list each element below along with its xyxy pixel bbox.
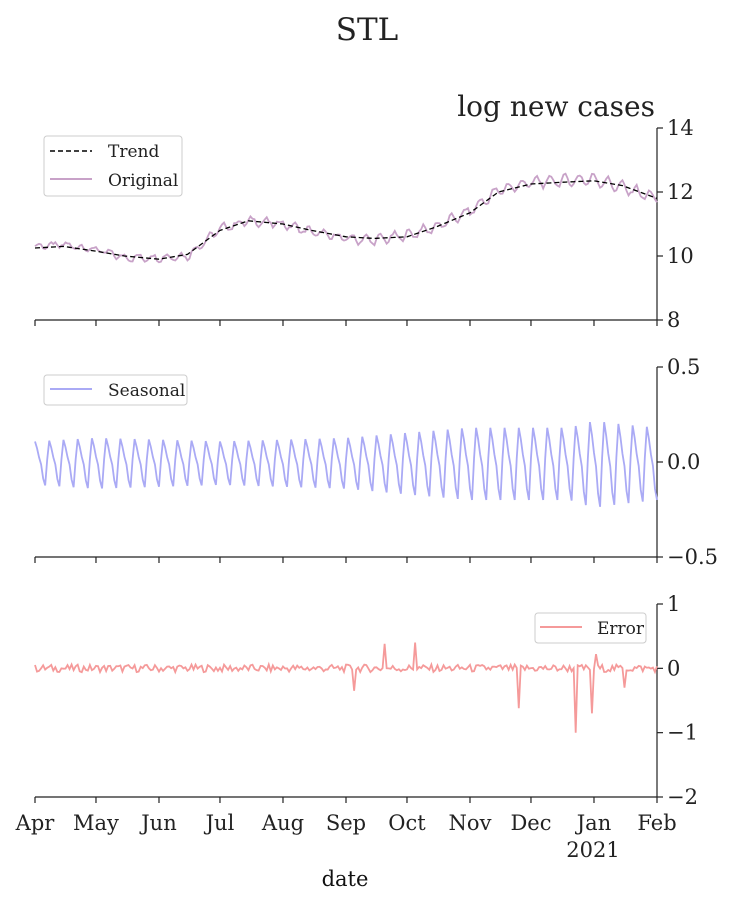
x-year-label: 2021: [566, 838, 619, 862]
y-tick-label-seasonal: 0.5: [667, 355, 700, 379]
x-tick-label: Jun: [139, 811, 176, 835]
y-tick-label-residual: −2: [667, 785, 698, 809]
x-tick-label: Oct: [388, 811, 426, 835]
original-legend-label: Original: [108, 171, 178, 191]
x-axis-label: date: [322, 867, 369, 891]
x-tick-label: Jan: [575, 811, 611, 835]
x-tick-label: Aug: [261, 811, 304, 835]
y-tick-label-seasonal: 0.0: [667, 450, 700, 474]
y-tick-label-trend: 12: [667, 180, 694, 204]
x-tick-label: Feb: [637, 811, 676, 835]
y-tick-label-residual: −1: [667, 721, 698, 745]
x-tick-label: Jul: [204, 811, 235, 835]
x-tick-label: Sep: [326, 811, 366, 835]
y-tick-label-seasonal: −0.5: [667, 545, 718, 569]
y-tick-label-residual: 1: [667, 592, 680, 616]
error-series-line: [35, 643, 657, 733]
seasonal-legend-label: Seasonal: [108, 381, 185, 401]
x-tick-label: Apr: [15, 811, 56, 835]
y-tick-label-trend: 10: [667, 244, 694, 268]
y-tick-label-residual: 0: [667, 656, 680, 680]
trend-ylabel: log new cases: [457, 90, 655, 123]
figure-title: STL: [336, 12, 399, 48]
x-tick-label: May: [73, 811, 119, 835]
seasonal-series-line: [35, 422, 657, 507]
x-tick-label: Nov: [449, 811, 492, 835]
y-tick-label-trend: 8: [667, 308, 680, 332]
y-tick-label-trend: 14: [667, 116, 694, 140]
x-tick-label: Dec: [510, 811, 551, 835]
trend-legend-label: Trend: [108, 142, 159, 162]
error-legend-label: Error: [597, 619, 645, 639]
